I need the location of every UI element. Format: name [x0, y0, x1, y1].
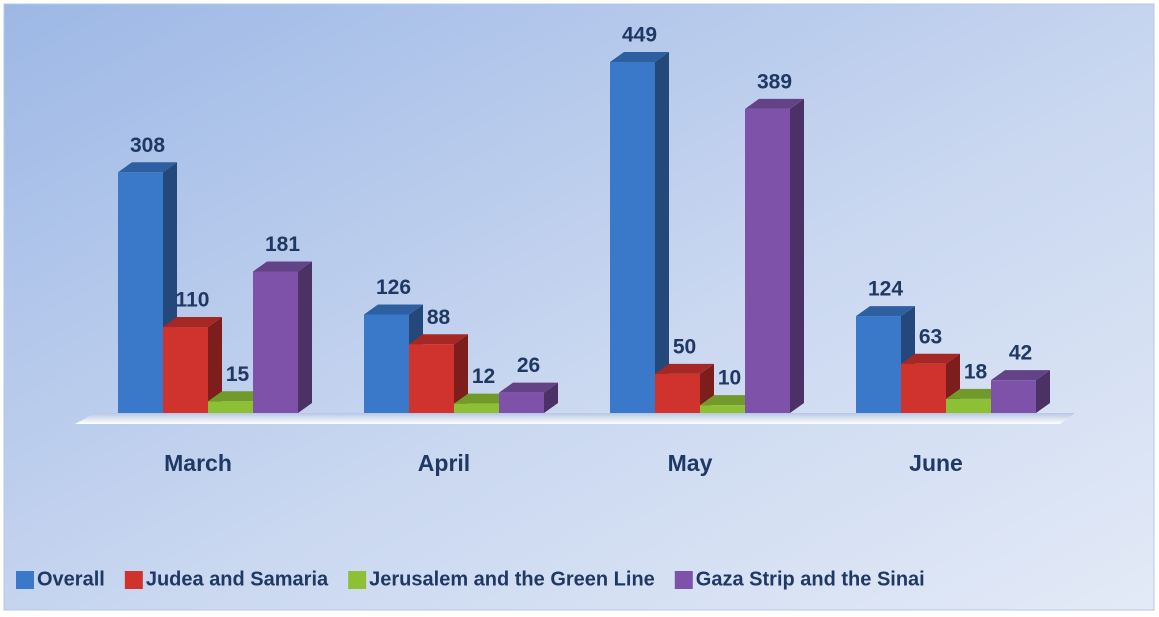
value-label: 15	[226, 363, 250, 386]
legend-swatch	[124, 571, 143, 589]
bar-top	[499, 382, 558, 393]
legend-swatch	[348, 571, 367, 589]
value-label: 42	[1009, 342, 1032, 365]
x-tick-label: May	[668, 450, 713, 476]
bar-top	[409, 334, 468, 345]
bar	[610, 62, 655, 413]
bar-side	[208, 317, 222, 413]
value-label: 88	[427, 306, 451, 329]
legend-swatch	[674, 571, 693, 589]
bar-top	[454, 393, 513, 404]
bar	[901, 363, 946, 413]
bar-top	[946, 388, 1005, 399]
bar-side	[655, 52, 669, 413]
bar	[499, 392, 544, 413]
bar	[700, 405, 745, 413]
legend-label: Judea and Samaria	[146, 568, 329, 590]
bar-side	[1036, 370, 1050, 413]
value-label: 181	[265, 233, 300, 256]
bar-top	[901, 353, 960, 364]
bar-top	[208, 391, 267, 402]
value-label: 124	[868, 278, 903, 301]
bar-top	[700, 395, 759, 406]
bar-side	[790, 98, 804, 413]
value-label: 449	[622, 24, 657, 47]
legend-swatch	[16, 571, 34, 589]
value-label: 110	[176, 289, 210, 312]
bar	[454, 403, 499, 413]
legend-label: Jerusalem and the Green Line	[369, 568, 655, 590]
bar-top	[118, 162, 177, 173]
bar	[655, 373, 700, 413]
legend-label: Overall	[37, 568, 105, 590]
value-label: 308	[130, 134, 165, 157]
bar-top	[610, 52, 669, 62]
bar	[856, 316, 901, 413]
bar	[745, 108, 790, 413]
bar-top	[163, 317, 222, 328]
value-label: 26	[517, 354, 540, 377]
value-label: 389	[757, 70, 792, 93]
value-label: 50	[673, 335, 696, 358]
bar	[946, 398, 991, 413]
legend-label: Gaza Strip and the Sinai	[696, 568, 925, 590]
x-tick-label: June	[909, 450, 963, 476]
x-tick-label: April	[418, 450, 470, 476]
floor	[75, 413, 1075, 424]
value-label: 10	[718, 367, 741, 390]
bar	[991, 380, 1036, 413]
bar	[118, 172, 163, 413]
bar	[208, 401, 253, 413]
bar	[364, 314, 409, 413]
bar-top	[856, 306, 915, 317]
bar-top	[655, 363, 714, 374]
value-label: 63	[919, 325, 942, 348]
bar	[409, 344, 454, 413]
bar-side	[454, 334, 468, 413]
bar-side	[544, 382, 558, 413]
bar-top	[253, 261, 312, 272]
bar-top	[364, 304, 423, 315]
bar-top	[745, 98, 804, 109]
background	[3, 3, 1155, 611]
bar-top	[991, 370, 1050, 381]
x-tick-label: March	[164, 450, 232, 476]
value-label: 18	[964, 360, 988, 383]
value-label: 12	[472, 365, 495, 388]
bar	[253, 271, 298, 413]
bar	[163, 327, 208, 413]
bar-side	[298, 261, 312, 413]
value-label: 126	[376, 276, 411, 299]
